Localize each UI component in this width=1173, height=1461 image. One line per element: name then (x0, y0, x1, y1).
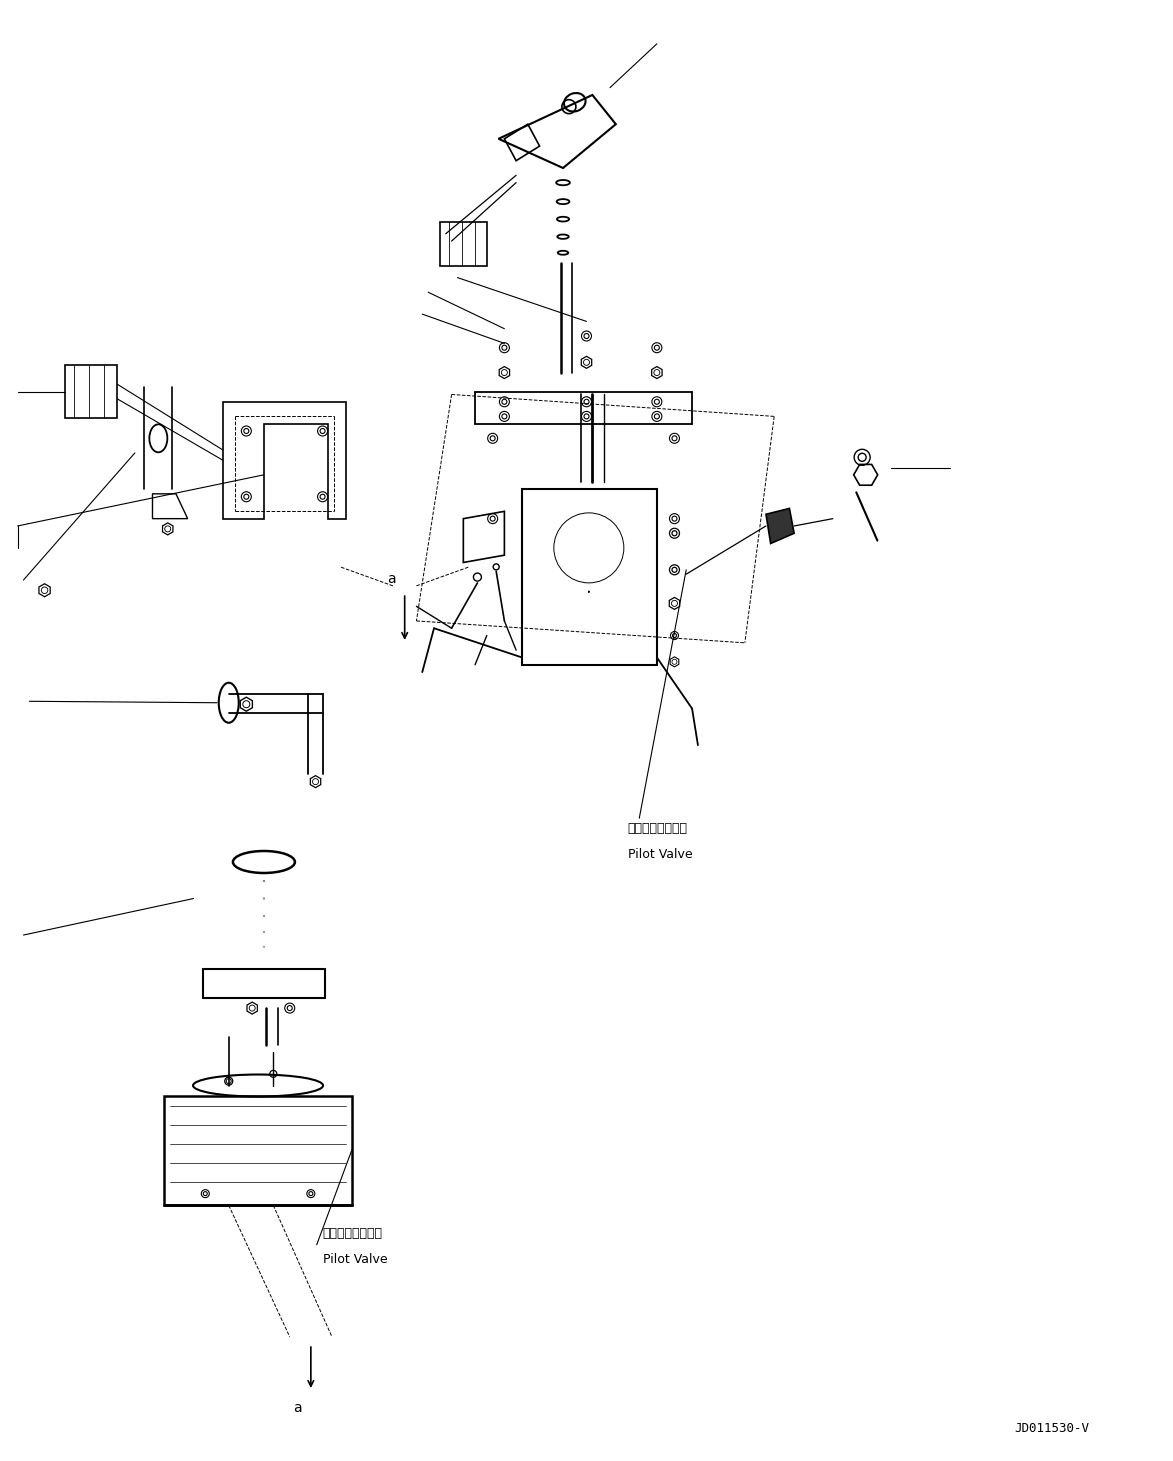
Text: Pilot Valve: Pilot Valve (323, 1254, 387, 1265)
Text: JD011530-V: JD011530-V (1015, 1423, 1090, 1435)
Text: パイロットバルブ: パイロットバルブ (323, 1227, 382, 1239)
Text: Pilot Valve: Pilot Valve (628, 849, 692, 861)
Text: a: a (387, 571, 395, 586)
Text: パイロットバルブ: パイロットバルブ (628, 823, 687, 834)
Text: a: a (293, 1401, 301, 1416)
Polygon shape (766, 508, 794, 543)
